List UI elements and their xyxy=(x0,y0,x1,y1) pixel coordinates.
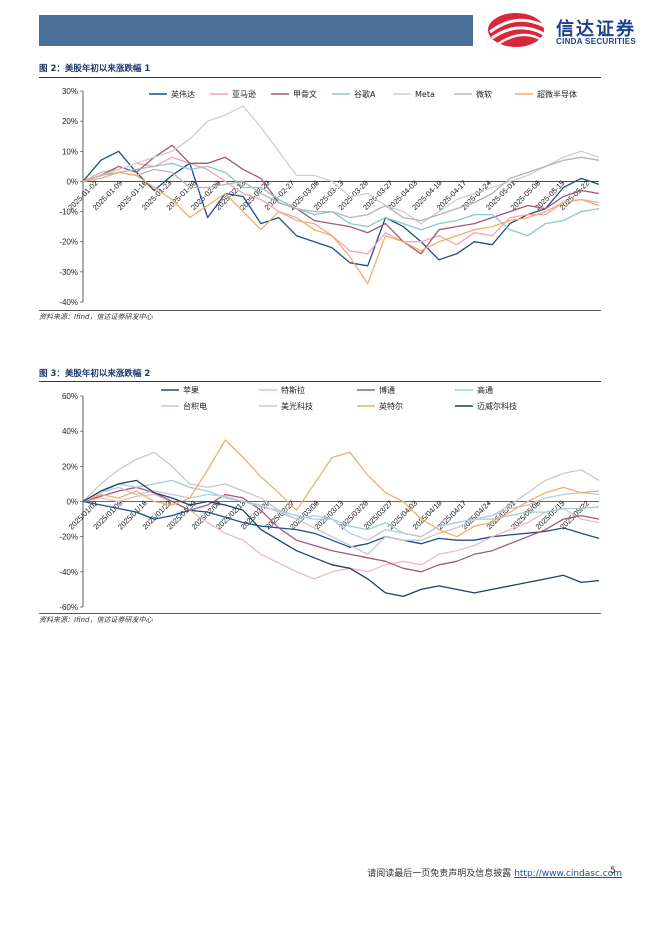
logo-en: CINDA SECURITIES xyxy=(556,37,636,46)
footer-url-link[interactable]: http://www.cindasc.com xyxy=(514,869,622,879)
footer-disclaimer: 请阅读最后一页免责声明及信息披露 xyxy=(367,869,511,879)
y-tick-label: 20% xyxy=(62,117,78,126)
legend-label: 超微半导体 xyxy=(537,89,577,99)
legend-label: 美光科技 xyxy=(281,401,313,411)
y-tick-label: -40% xyxy=(59,298,78,307)
y-tick-label: -40% xyxy=(59,568,78,577)
y-tick-label: 20% xyxy=(62,462,78,471)
page-number: 5 xyxy=(610,866,616,876)
y-tick-label: -20% xyxy=(59,533,78,542)
header-bar xyxy=(39,15,473,46)
legend-label: 微软 xyxy=(476,89,492,99)
legend-label: 英特尔 xyxy=(379,401,403,411)
footer: 请阅读最后一页免责声明及信息披露 http://www.cindasc.com xyxy=(300,866,622,879)
y-tick-label: -30% xyxy=(59,268,78,277)
legend-label: 甲骨文 xyxy=(293,89,317,99)
figure-2-chart: 30% 20% 10% 0% -10% -20% -30% -40% 2025-01-02 202… xyxy=(39,80,601,310)
y-tick-label: 30% xyxy=(62,87,78,96)
legend-label: 亚马逊 xyxy=(232,89,256,99)
logo-globe-icon xyxy=(484,10,548,50)
company-logo: 信达证券 CINDA SECURITIES xyxy=(484,10,644,50)
figure-2-title: 图 2：美股年初以来涨跌幅 1 xyxy=(39,62,150,74)
figure-2-top-rule xyxy=(39,77,601,78)
y-tick-label: 0% xyxy=(66,177,78,186)
legend-label: Meta xyxy=(415,90,435,99)
legend-label: 迈威尔科技 xyxy=(477,401,517,411)
series-line-8 xyxy=(83,480,599,596)
y-tick-label: -60% xyxy=(59,603,78,612)
legend-label: 谷歌A xyxy=(354,89,376,99)
legend-label: 博通 xyxy=(379,385,395,395)
y-tick-label: 40% xyxy=(62,427,78,436)
figure-3-top-rule xyxy=(39,381,601,382)
legend-label: 台积电 xyxy=(183,401,207,411)
figure-2-svg: 30%20%10%0%-10%-20%-30%-40%2025-01-02202… xyxy=(39,80,601,310)
figure-3-chart: 60% 40% 20% 0% -20% -40% -60% 2025/01/02 2025/01… xyxy=(39,383,601,613)
figure-2-source: 资料来源：Ifind，信达证券研发中心 xyxy=(39,312,152,322)
figure-3-svg: 60%40%20%0%-20%-40%-60%2025/01/022025/01… xyxy=(39,383,601,613)
figure-3-bottom-rule xyxy=(39,613,601,614)
figure-2-bottom-rule xyxy=(39,310,601,311)
figure-3-title: 图 3：美股年初以来涨跌幅 2 xyxy=(39,367,150,379)
y-tick-label: 60% xyxy=(62,392,78,401)
y-tick-label: 0% xyxy=(66,498,78,507)
y-tick-label: 10% xyxy=(62,147,78,156)
legend-label: 苹果 xyxy=(183,385,199,395)
figure-3-source: 资料来源：Ifind，信达证券研发中心 xyxy=(39,615,152,625)
legend-label: 特斯拉 xyxy=(281,385,305,395)
legend-label: 英伟达 xyxy=(171,89,195,99)
legend-label: 高通 xyxy=(477,385,493,395)
y-tick-label: -20% xyxy=(59,238,78,247)
